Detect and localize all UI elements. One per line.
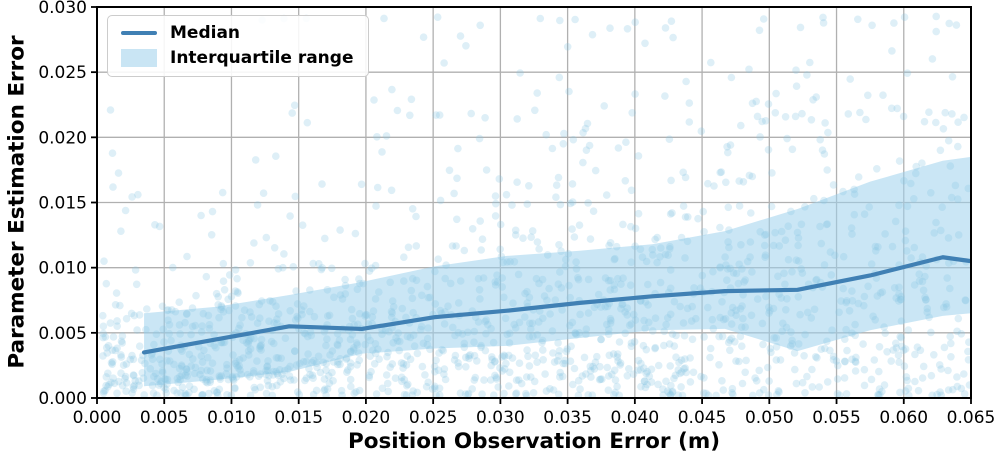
x-tick-label: 0.025 [409,408,458,428]
tick-labels: 0.000 0.005 0.010 0.015 0.020 0.025 0.030 0.035… [38,0,995,428]
y-tick-label: 0.000 [38,389,87,409]
x-axis-label: Position Observation Error (m) [347,429,721,454]
x-tick-label: 0.005 [140,408,189,428]
tick-marks [91,6,972,404]
x-tick-label: 0.050 [745,408,794,428]
legend-entry-median: Median [121,23,353,43]
y-axis-label: Parameter Estimation Error [4,35,30,369]
x-tick-label: 0.000 [73,408,122,428]
y-tick-label: 0.025 [38,63,87,83]
y-tick-label: 0.010 [38,259,87,279]
legend-label-median: Median [170,23,241,43]
x-tick-label: 0.045 [678,408,727,428]
y-tick-label: 0.030 [38,0,87,18]
x-tick-label: 0.020 [342,408,391,428]
y-tick-label: 0.020 [38,128,87,148]
x-tick-label: 0.015 [274,408,323,428]
legend: Median Interquartile range [107,15,370,77]
x-tick-label: 0.055 [812,408,861,428]
x-tick-label: 0.065 [947,408,996,428]
median-line-swatch [121,30,157,36]
scatter-points [99,12,971,398]
x-tick-label: 0.040 [611,408,660,428]
x-tick-label: 0.060 [879,408,928,428]
x-tick-label: 0.010 [207,408,256,428]
legend-entry-iqr: Interquartile range [121,48,353,68]
y-tick-label: 0.005 [38,324,87,344]
iqr-patch-swatch [121,49,157,67]
x-tick-label: 0.035 [543,408,592,428]
x-tick-label: 0.030 [476,408,525,428]
y-tick-label: 0.015 [38,194,87,214]
legend-label-iqr: Interquartile range [170,48,354,68]
median-line [141,255,971,355]
data-layer [99,12,971,398]
